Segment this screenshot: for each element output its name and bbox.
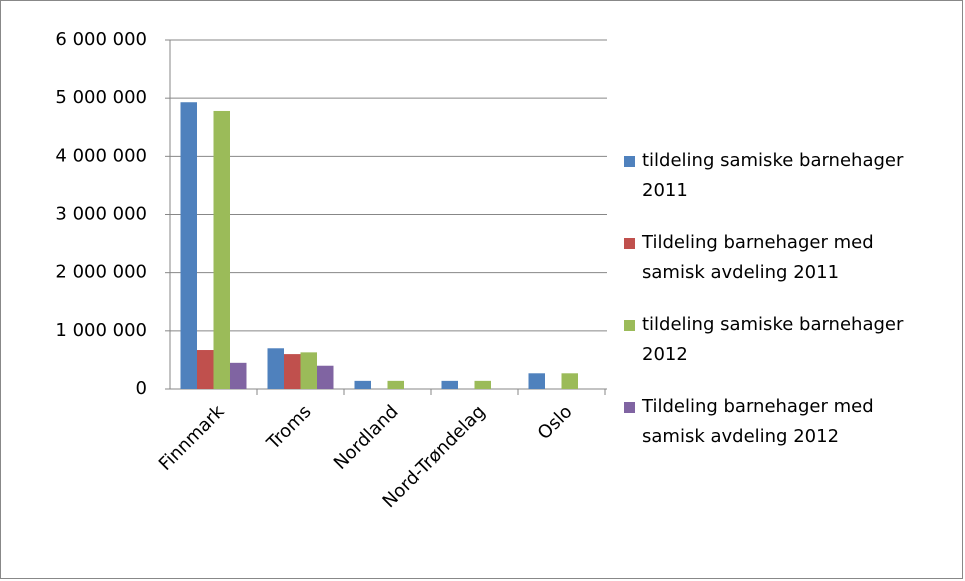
- x-tick-label: Finnmark: [155, 401, 229, 475]
- legend-label: Tildeling barnehager med samisk avdeling…: [642, 396, 874, 447]
- legend-entry: Tildeling barnehager med samisk avdeling…: [620, 228, 920, 288]
- legend-label: Tildeling barnehager med samisk avdeling…: [642, 232, 874, 283]
- y-tick-label: 3 000 000: [55, 204, 147, 225]
- x-tick-label: Nordland: [330, 401, 403, 474]
- y-tick-label: 5 000 000: [55, 87, 147, 108]
- bar: [317, 365, 334, 389]
- bar: [230, 362, 247, 389]
- y-tick-label: 0: [136, 378, 147, 399]
- legend-entry: tildeling samiske barnehager 2011: [620, 146, 920, 206]
- y-tick-label: 2 000 000: [55, 262, 147, 283]
- legend-label: tildeling samiske barnehager 2012: [642, 314, 904, 365]
- bar: [213, 110, 230, 390]
- legend: tildeling samiske barnehager 2011 Tildeli…: [620, 146, 920, 474]
- bar: [180, 102, 197, 389]
- y-tick-label: 1 000 000: [55, 320, 147, 341]
- bar: [267, 348, 284, 389]
- legend-swatch: [624, 156, 635, 167]
- x-tick-label: Troms: [262, 401, 315, 454]
- bar: [528, 373, 545, 389]
- legend-entry: Tildeling barnehager med samisk avdeling…: [620, 392, 920, 452]
- y-tick-label: 4 000 000: [55, 145, 147, 166]
- bar: [197, 350, 214, 389]
- bar: [474, 380, 491, 389]
- bar: [284, 354, 301, 389]
- legend-entry: tildeling samiske barnehager 2012: [620, 310, 920, 370]
- legend-label: tildeling samiske barnehager 2011: [642, 150, 904, 201]
- bar: [387, 380, 404, 389]
- bar: [441, 380, 458, 389]
- bar: [561, 373, 578, 389]
- legend-swatch: [624, 238, 635, 249]
- x-tick-label: Oslo: [534, 401, 577, 444]
- legend-swatch: [624, 402, 635, 413]
- y-tick-label: 6 000 000: [55, 29, 147, 50]
- legend-swatch: [624, 320, 635, 331]
- bar: [300, 352, 317, 389]
- bar: [354, 380, 371, 389]
